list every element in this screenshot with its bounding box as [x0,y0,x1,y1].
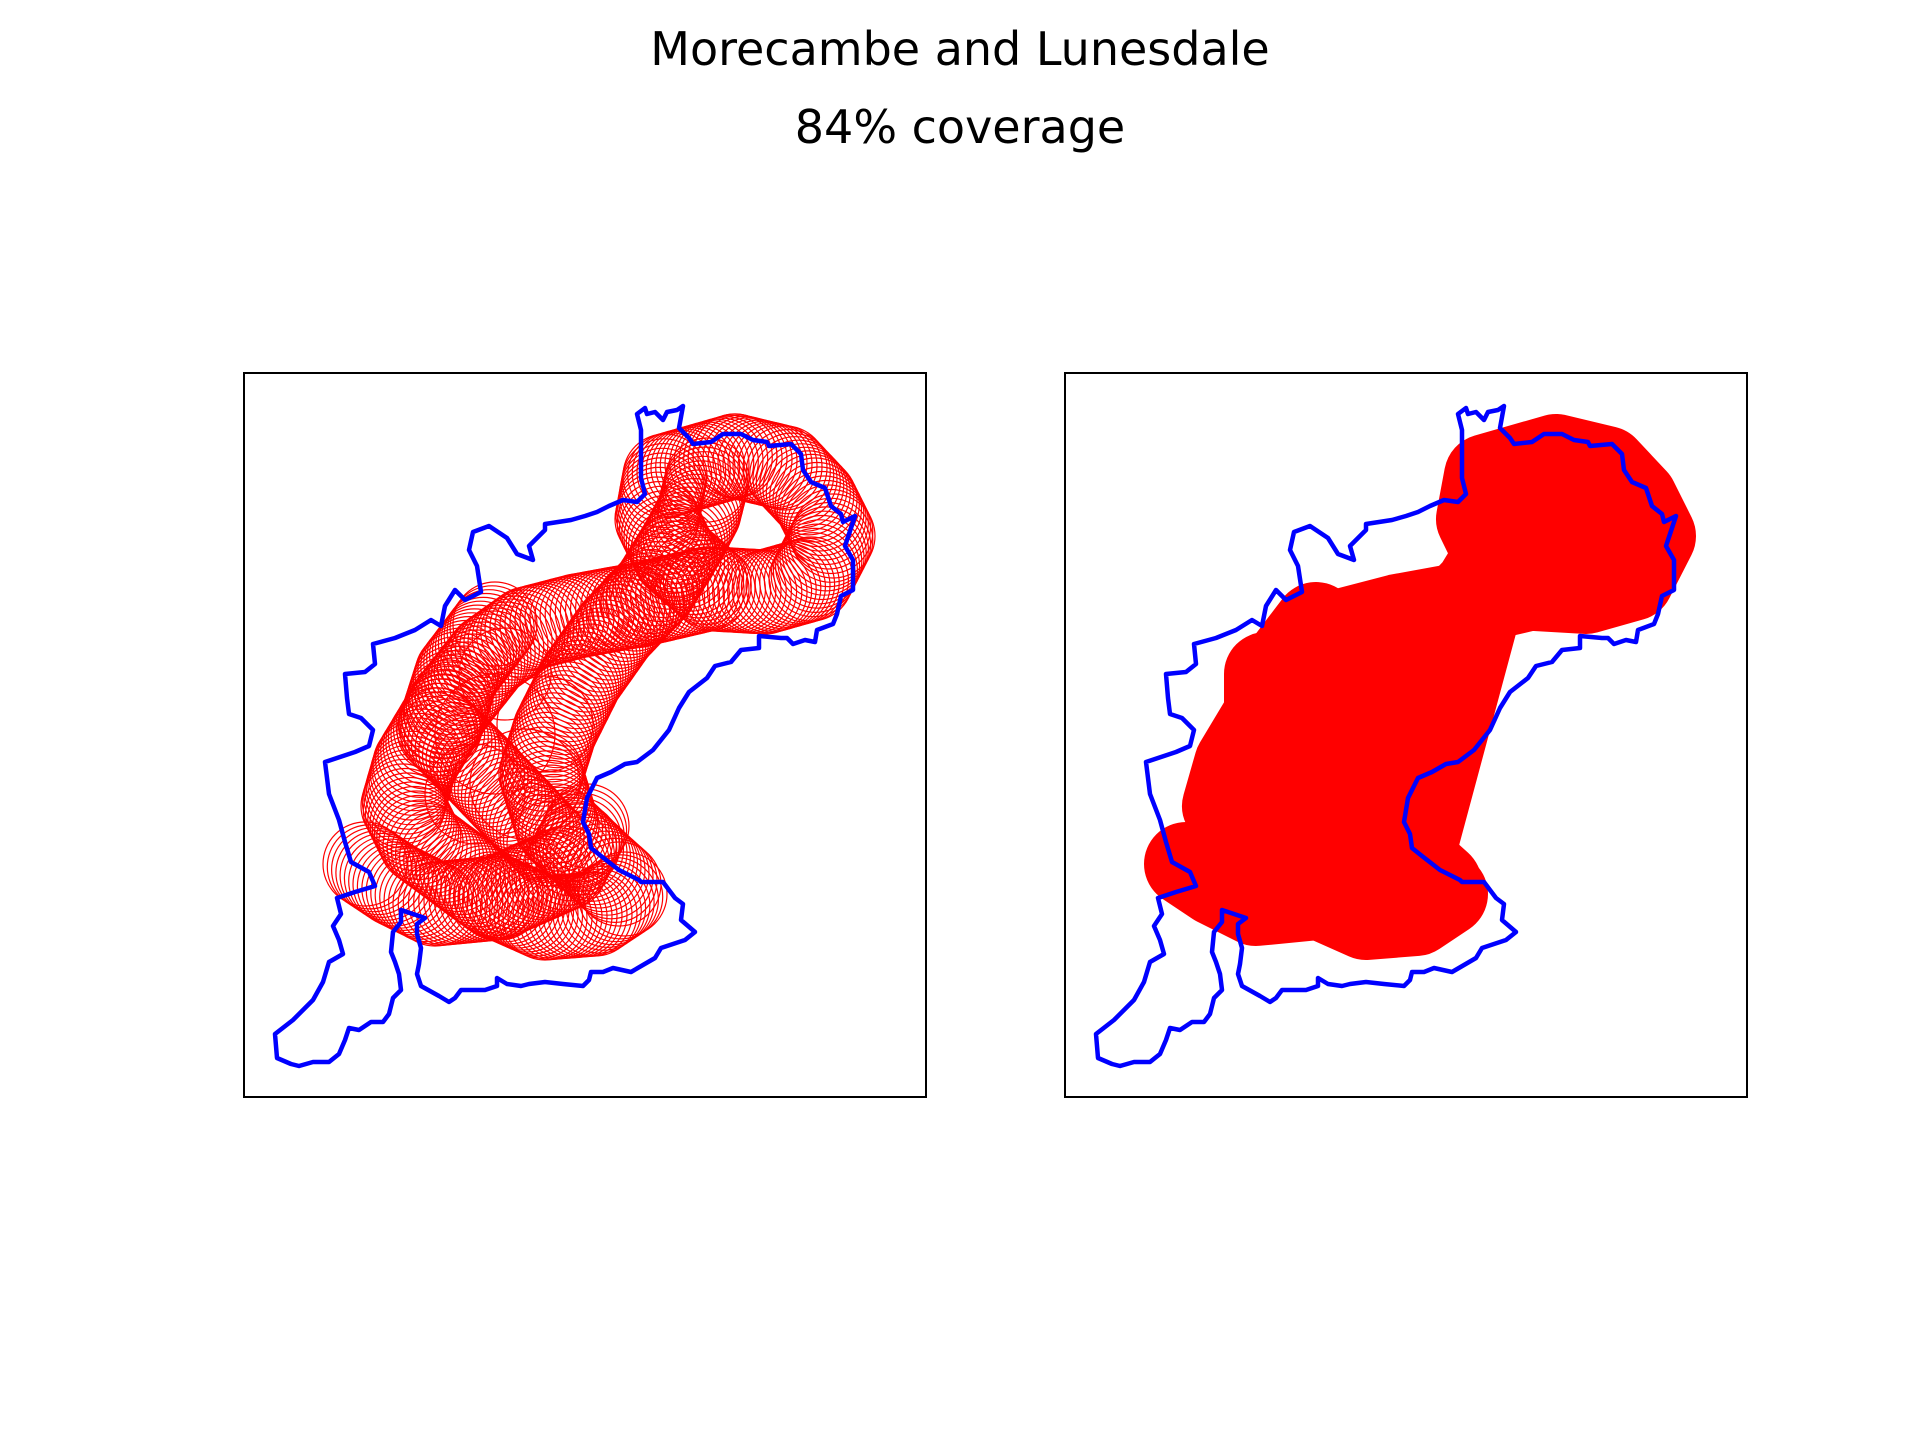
coverage-circle-282 [367,776,453,863]
map-title: Morecambe and Lunesdale [650,22,1270,76]
coverage-circle-281 [364,772,451,858]
coverage-circle-336 [539,792,625,878]
coverage-circle-328 [561,865,647,951]
coverage-circle-21 [776,466,863,552]
coverage-circle-44 [736,545,822,631]
map-filled-coverage [1093,403,1696,1069]
coverage-circle-416 [410,701,497,788]
coverage-circle-387 [452,581,538,667]
coverage-circle-354 [472,847,558,933]
coverage-circle-412 [396,687,482,773]
coverage-circle-370 [392,861,478,947]
coverage-circle-417 [414,705,500,791]
coverage-circle-381 [343,835,429,921]
coverage-circle-288 [382,802,468,888]
coverage-circle-196 [568,834,654,920]
coverage-circle-432 [467,760,554,846]
coverage-fill-6 [1464,452,1658,616]
coverage-union [1144,414,1696,960]
coverage-circle-24 [783,479,869,566]
coverage-circle-378 [356,843,442,929]
coverage-circle-393 [434,604,521,690]
constituency-boundary [1093,403,1679,1069]
coverage-circles [322,413,876,961]
coverage-circle-104 [659,455,745,541]
coverage-circle-33 [777,519,863,605]
coverage-circle-34 [774,523,861,609]
coverage-circle-433 [471,764,557,850]
map-circle-outlines [272,403,876,1069]
panel-filled-union [1064,372,1748,1098]
coverage-circle-386 [322,821,408,907]
coverage-circle-112 [645,490,731,576]
coverage-circle-383 [335,830,421,916]
coverage-fill-5 [1224,632,1428,856]
coverage-circle-371 [388,859,474,945]
coverage-circle-110 [649,482,735,568]
coverage-circle-444 [434,673,556,795]
coverage-circle-441 [499,793,585,880]
coverage-circle-290 [390,808,476,894]
coverage-circle-236 [480,589,566,675]
coverage-circle-375 [370,850,456,936]
coverage-circle-111 [647,486,733,572]
coverage-circle-17 [765,450,851,536]
coverage-circle-440 [495,790,582,876]
coverage-circle-392 [437,600,523,686]
coverage-circle-15 [759,443,845,529]
coverage-circle-235 [484,586,570,672]
coverage-circle-413 [400,691,486,777]
coverage-circle-445 [469,728,581,840]
coverage-circle-279 [360,763,446,849]
coverage-circle-35 [772,527,859,613]
coverage-circle-97 [683,416,769,502]
coverage-circle-287 [378,799,464,885]
coverage-circle-134 [582,576,668,663]
coverage-circle-334 [544,783,630,869]
coverage-circle-388 [449,585,535,671]
coverage-circle-442 [502,797,589,883]
coverage-circle-289 [386,805,472,891]
coverage-circle-384 [331,827,417,913]
coverage-circle-415 [407,698,493,784]
coverage-circle-333 [582,851,668,937]
coverage-circle-332 [578,854,664,940]
coverage-circle-414 [403,694,489,780]
coverage-circle-385 [326,824,412,910]
coverage-circle-147 [544,627,630,713]
coverage-circle-436 [481,775,568,861]
coverage-circle-437 [485,778,571,865]
coverage-circle-448 [458,627,552,721]
coverage-circle-380 [348,838,434,924]
constituency-boundary [272,403,858,1069]
coverage-circle-382 [339,832,425,918]
coverage-circle-313 [488,869,575,955]
coverage-circle-447 [496,675,594,773]
coverage-circle-352 [481,843,567,929]
coverage-circle-160 [514,683,600,769]
panel-circle-outlines [243,372,927,1098]
coverage-circle-239 [467,598,553,684]
coverage-circle-43 [740,544,827,630]
coverage-subtitle: 84% coverage [794,100,1126,154]
coverage-circle-184 [524,793,611,879]
coverage-circle-446 [424,743,526,845]
